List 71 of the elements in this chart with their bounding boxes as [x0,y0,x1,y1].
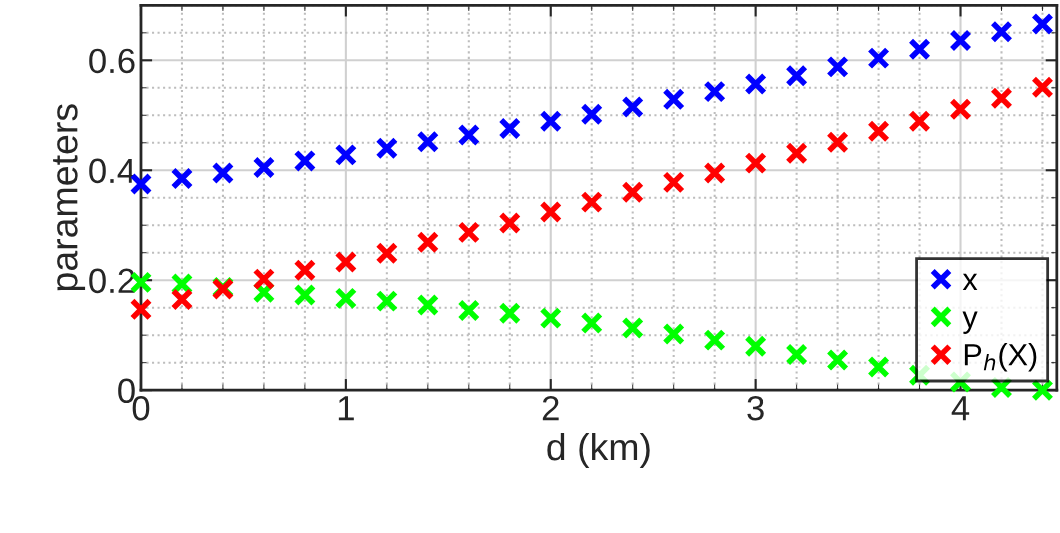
x-tick-label: 3 [747,395,764,421]
point [744,151,767,175]
point [580,190,604,214]
point [375,289,399,313]
point [621,180,644,204]
point [416,230,440,254]
point [785,141,808,165]
point [375,241,399,265]
y-tick-label: 0.2 [89,268,135,294]
point [129,298,153,321]
point [621,316,644,340]
point [990,20,1013,43]
point [416,130,440,153]
legend-label: y [962,311,978,334]
point [908,110,931,133]
point [580,102,604,126]
x-axis-title: d (km) [547,432,650,468]
point [826,348,849,372]
point [334,287,358,310]
point [949,29,972,52]
point [211,161,235,185]
point [990,86,1013,110]
point [457,299,481,322]
point [252,267,276,291]
point [867,119,890,143]
x-tick-label: 1 [338,396,354,421]
point [1031,75,1054,99]
point [662,322,685,346]
point [826,130,849,154]
point [416,293,440,317]
point [539,306,563,330]
point [457,123,481,147]
point [293,259,317,282]
point [293,149,317,173]
point [498,301,522,325]
point [498,117,522,140]
point [498,211,522,235]
y-tick-label: 0.4 [89,158,136,184]
legend-label: x [962,273,978,290]
point [457,221,481,244]
x-tick-label: 2 [542,395,559,421]
point [334,250,358,274]
point [375,136,399,160]
point [949,97,972,121]
point [867,46,890,70]
point [826,55,849,79]
point [662,171,685,194]
x-tick-label: 4 [951,396,970,421]
point [170,288,194,311]
point [744,72,767,96]
point [252,156,276,179]
point [785,64,808,87]
point [703,161,726,185]
point [908,38,931,61]
point [703,328,726,352]
point [170,167,194,190]
point [539,200,563,224]
point [539,110,563,133]
point [785,343,808,366]
y-axis-title: parameters [53,104,86,291]
point [703,80,726,103]
point [744,334,767,358]
legend-label: P$_{h}$(X) [964,343,1037,372]
point [580,311,604,335]
point [621,95,644,119]
point [293,283,317,307]
point [1031,12,1054,36]
point [334,143,358,167]
point [867,355,890,379]
point [662,88,685,111]
y-tick-label: 0.6 [89,48,135,74]
